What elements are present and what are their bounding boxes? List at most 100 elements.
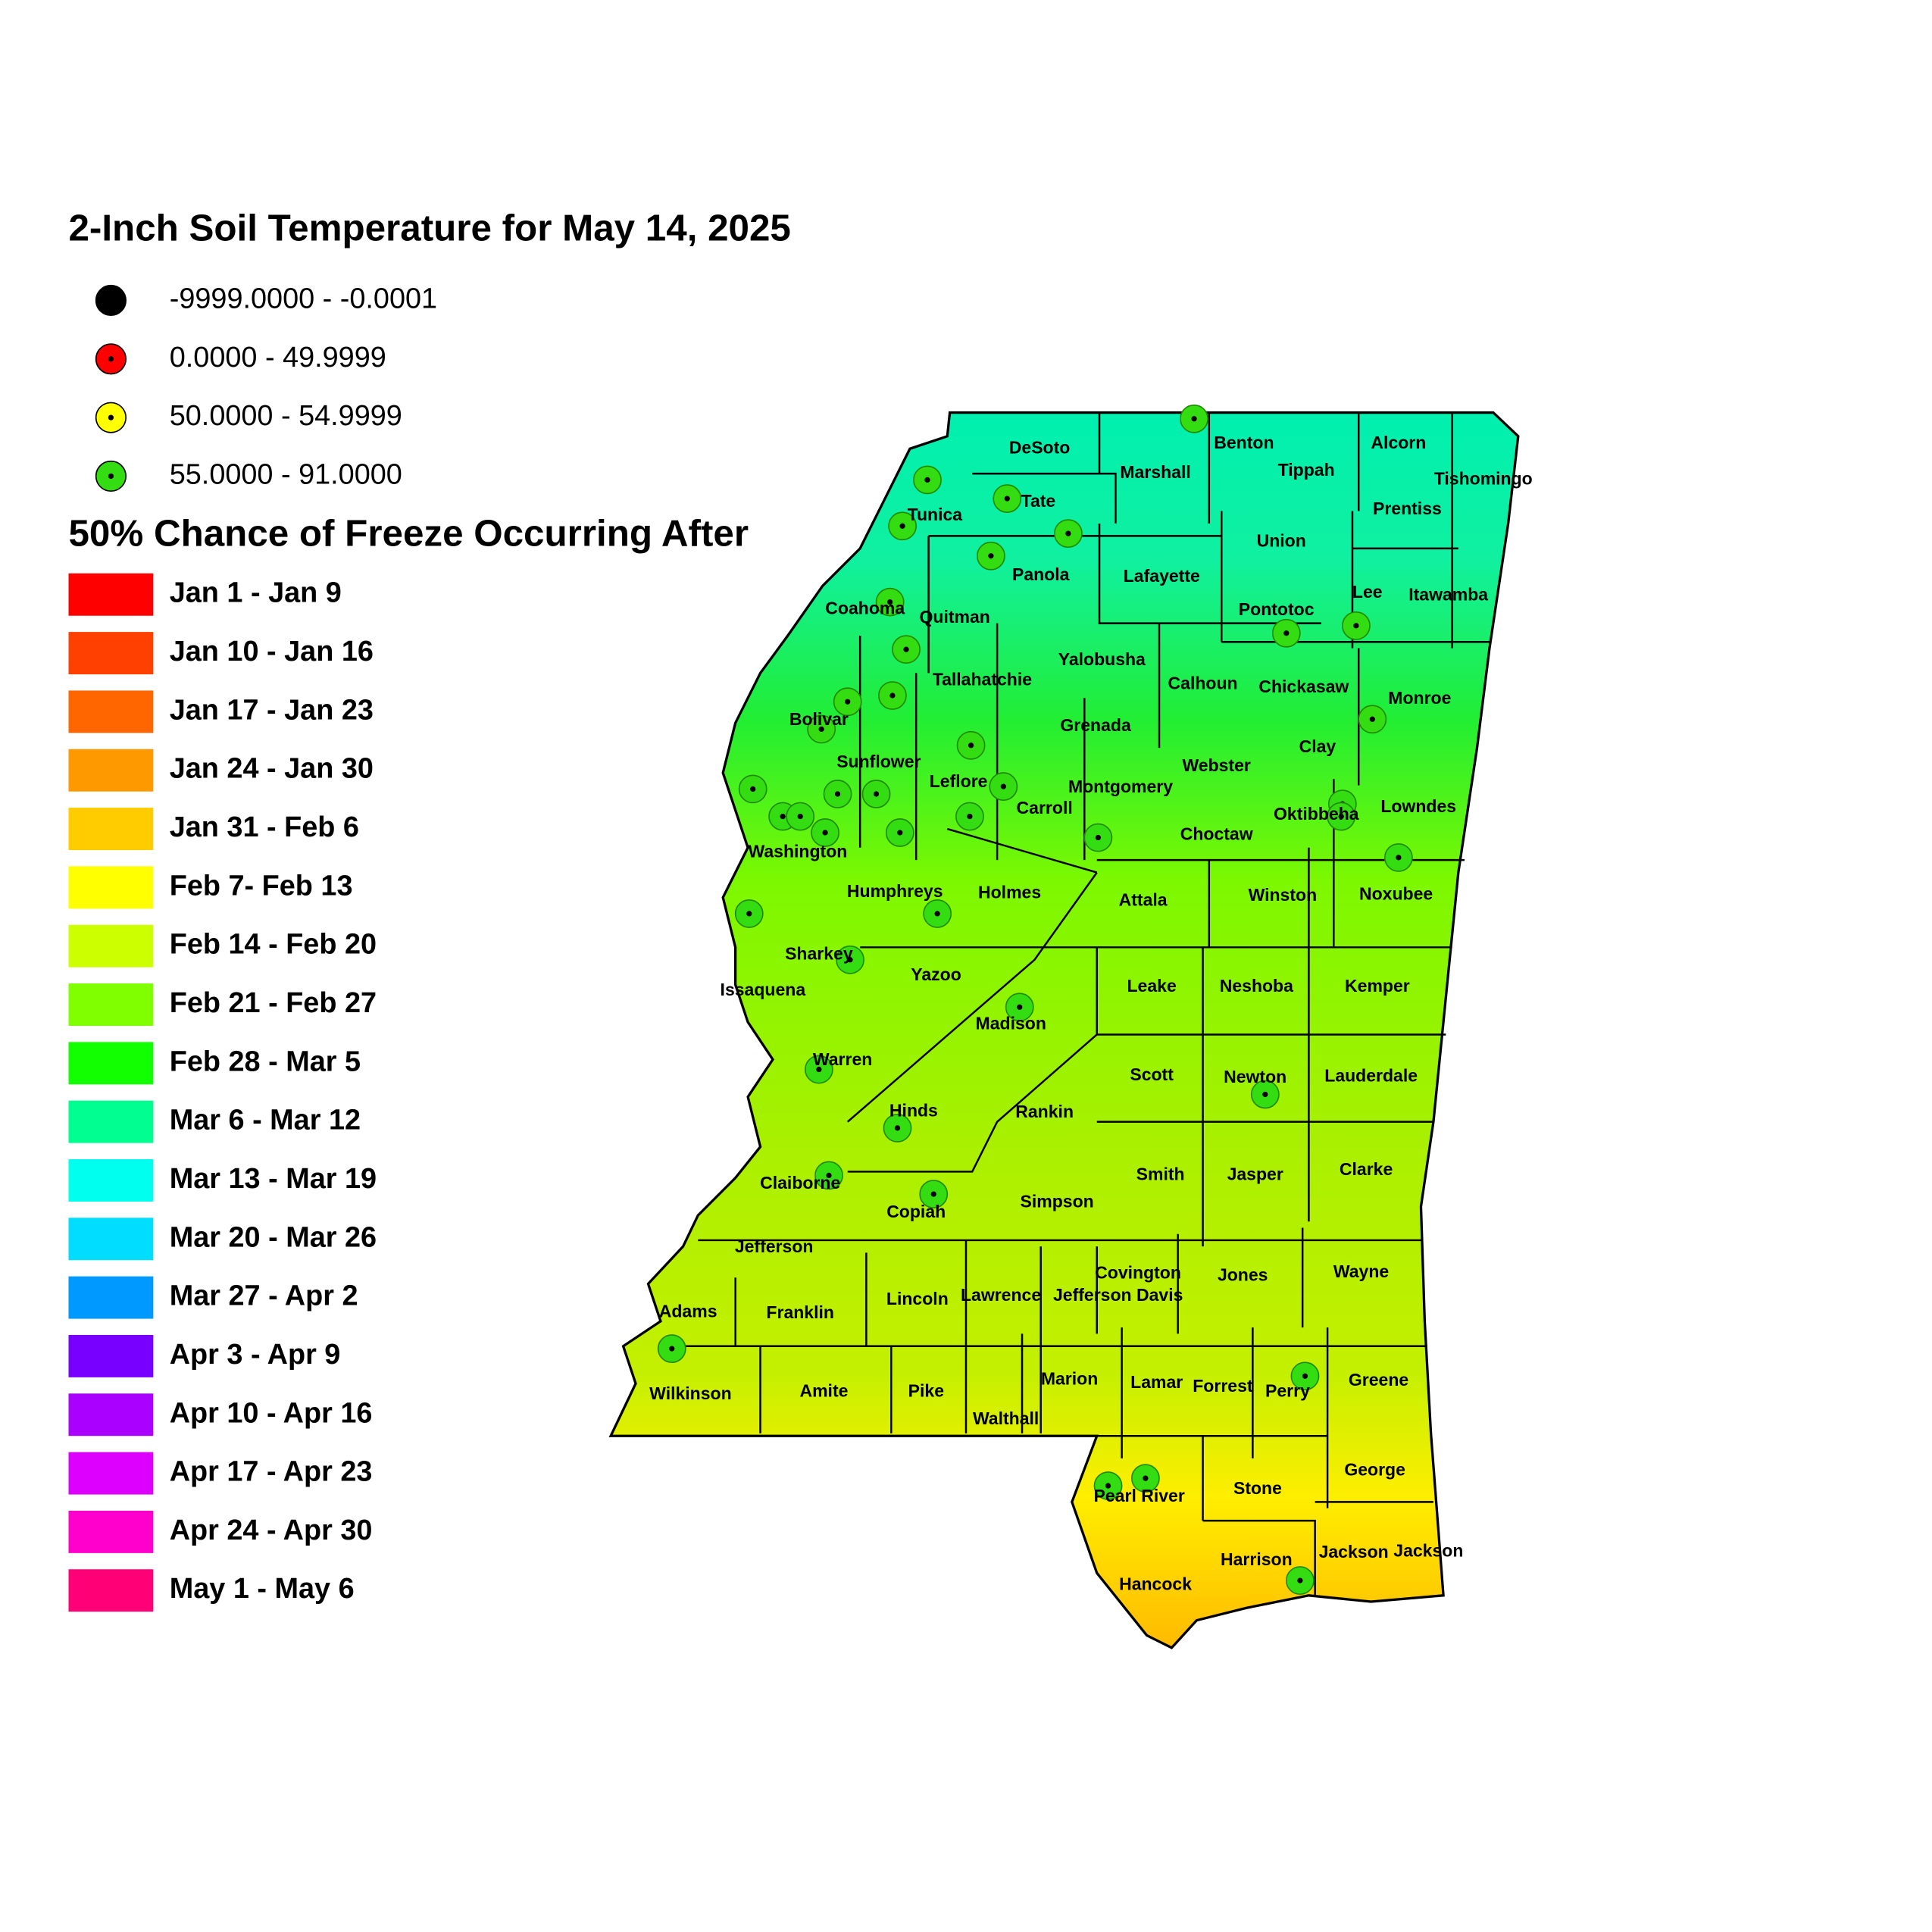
county-label: DeSoto (1009, 437, 1071, 457)
freeze-legend-label: Jan 1 - Jan 9 (170, 577, 342, 609)
county-label: Lafayette (1124, 566, 1200, 586)
freeze-legend-label: Mar 20 - Mar 26 (170, 1221, 377, 1253)
county-label: Lauderdale (1324, 1065, 1418, 1085)
county-label: Quitman (920, 607, 990, 627)
county-label: Covington (1095, 1262, 1181, 1282)
soil-legend-label: 50.0000 - 54.9999 (170, 400, 402, 432)
county-label: Montgomery (1068, 777, 1173, 796)
county-label: Leflore (930, 771, 988, 791)
station-dot (1017, 1004, 1023, 1010)
station-dot (889, 692, 896, 699)
freeze-legend-swatch (68, 1510, 154, 1553)
county-label: Coahoma (825, 599, 905, 618)
county-label: Noxubee (1359, 883, 1433, 903)
county-label: Kemper (1345, 976, 1410, 996)
county-label: Jefferson Davis (1053, 1285, 1183, 1305)
county-label: Washington (748, 841, 847, 861)
station-dot (1302, 1373, 1308, 1379)
station-dot (903, 646, 909, 652)
station-dot (1338, 813, 1344, 820)
freeze-legend-swatch (68, 983, 154, 1026)
county-label: Franklin (766, 1302, 834, 1322)
station-dot (1004, 496, 1010, 502)
state-outline (608, 411, 1520, 1649)
county-label: Pearl River (1094, 1486, 1185, 1505)
county-label: Amite (799, 1381, 848, 1401)
freeze-legend-label: May 1 - May 6 (170, 1573, 355, 1605)
freeze-legend-swatch (68, 573, 154, 616)
county-label: Prentiss (1373, 499, 1442, 518)
station-dot (934, 911, 940, 917)
county-label: Simpson (1021, 1192, 1094, 1211)
county-label: Chickasaw (1258, 677, 1349, 696)
soil-legend-label: 55.0000 - 91.0000 (170, 458, 402, 490)
county-label: Pontotoc (1239, 599, 1315, 619)
map-title: 2-Inch Soil Temperature for May 14, 2025 (68, 207, 790, 249)
station-dot (1262, 1091, 1268, 1098)
freeze-legend-label: Feb 21 - Feb 27 (170, 987, 377, 1019)
county-label: Pike (908, 1381, 945, 1401)
county-label: Newton (1224, 1067, 1286, 1086)
county-label: Leake (1127, 976, 1176, 996)
station-dot (1095, 834, 1102, 841)
county-label: Jackson (1393, 1540, 1463, 1560)
station-dot (847, 957, 853, 963)
county-label: Claiborne (760, 1173, 840, 1193)
freeze-legend-label: Feb 7- Feb 13 (170, 870, 353, 902)
station-dot (818, 726, 824, 733)
county-label: Jackson (1319, 1542, 1389, 1562)
county-label: Choctaw (1180, 824, 1253, 843)
freeze-legend-swatch (68, 690, 154, 733)
county-label: Oktibbeha (1274, 804, 1359, 824)
county-label: Bolivar (789, 709, 849, 729)
station-dot (930, 1191, 936, 1197)
county-label: Clarke (1340, 1159, 1393, 1179)
county-label: Hinds (889, 1101, 938, 1121)
station-dot (746, 911, 752, 917)
freeze-legend-label: Feb 28 - Mar 5 (170, 1046, 361, 1077)
county-label: Greene (1349, 1370, 1409, 1390)
freeze-legend-swatch (68, 1334, 154, 1377)
county-label: Yalobusha (1058, 649, 1146, 669)
station-dot (834, 791, 841, 797)
station-dot (1105, 1483, 1111, 1489)
freeze-legend-swatch (68, 808, 154, 850)
county-label: Marshall (1120, 462, 1190, 482)
county-label: Copiah (886, 1202, 946, 1221)
county-label: Tallahatchie (933, 669, 1033, 689)
county-label: Carroll (1017, 798, 1073, 818)
soil-legend-dot (108, 473, 114, 480)
county-label: Issaquena (721, 980, 806, 999)
county-label: Lowndes (1380, 796, 1456, 816)
county-label: Benton (1214, 433, 1274, 452)
station-dot (1143, 1475, 1149, 1481)
county-label: Alcorn (1371, 433, 1426, 452)
station-dot (669, 1346, 675, 1352)
freeze-legend-swatch (68, 1569, 154, 1612)
county-label: Hancock (1119, 1574, 1192, 1594)
county-label: Rankin (1015, 1102, 1074, 1121)
freeze-legend-title: 50% Chance of Freeze Occurring After (68, 512, 749, 554)
stations (657, 404, 1413, 1595)
freeze-legend-label: Jan 10 - Jan 16 (170, 636, 374, 667)
soil-legend-dot (108, 414, 114, 420)
county-label: Jones (1218, 1265, 1268, 1285)
freeze-legend-swatch (68, 1042, 154, 1085)
county-label: Warren (813, 1049, 872, 1069)
county-borders (673, 412, 1490, 1596)
freeze-legend-swatch (68, 1452, 154, 1495)
station-dot (845, 699, 851, 705)
county-label: Smith (1136, 1164, 1185, 1183)
county-label: Marion (1041, 1368, 1098, 1388)
county-label: Panola (1012, 564, 1070, 584)
county-label: Neshoba (1220, 976, 1293, 996)
county-label: Monroe (1388, 688, 1451, 708)
freeze-legend-label: Apr 17 - Apr 23 (170, 1456, 373, 1488)
freeze-legend-label: Jan 17 - Jan 23 (170, 694, 374, 726)
station-dot (780, 813, 786, 820)
freeze-legend-label: Apr 24 - Apr 30 (170, 1515, 373, 1546)
county-label: Lawrence (961, 1285, 1041, 1305)
county-label: Itawamba (1408, 584, 1488, 604)
